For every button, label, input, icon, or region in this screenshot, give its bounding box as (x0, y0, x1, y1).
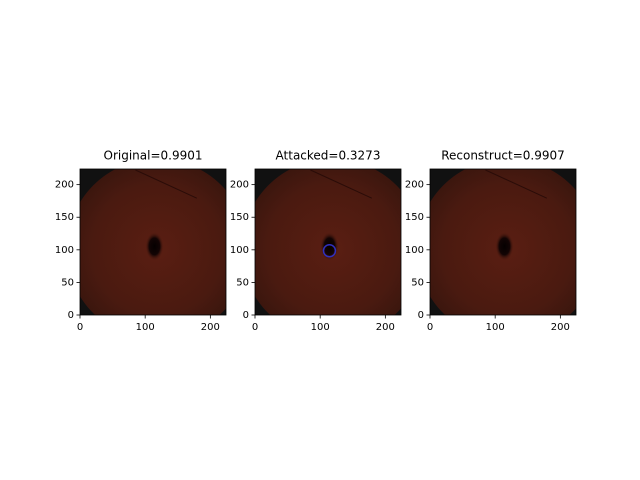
axes-title: Attacked=0.3273 (276, 149, 381, 163)
x-tick-label: 200 (201, 322, 220, 333)
y-tick-label: 100 (405, 245, 424, 256)
y-tick-label: 50 (61, 277, 74, 288)
image-hair (135, 169, 198, 199)
image (430, 169, 576, 315)
y-tick-label: 150 (55, 212, 74, 223)
y-tick-label: 0 (68, 310, 74, 321)
image (80, 169, 226, 315)
x-tick-label: 0 (427, 322, 433, 333)
x-tick-label: 0 (252, 322, 258, 333)
image-hair (485, 169, 548, 199)
y-tick-label: 0 (243, 310, 249, 321)
image-lesion (320, 232, 339, 261)
x-tick-label: 0 (77, 322, 83, 333)
x-tick-label: 200 (376, 322, 395, 333)
y-tick-label: 100 (55, 245, 74, 256)
y-tick-label: 50 (236, 277, 249, 288)
image-lesion (145, 232, 164, 261)
y-tick-label: 150 (405, 212, 424, 223)
y-tick-label: 50 (411, 277, 424, 288)
image-lesion (495, 232, 514, 261)
image (255, 169, 401, 315)
axes-frame (254, 168, 402, 316)
y-tick-label: 200 (55, 180, 74, 191)
perturbation (322, 244, 337, 258)
axes-frame (429, 168, 577, 316)
x-tick-label: 200 (551, 322, 570, 333)
y-tick-label: 200 (405, 180, 424, 191)
axes-title: Reconstruct=0.9907 (441, 149, 565, 163)
y-tick-label: 100 (230, 245, 249, 256)
y-tick-label: 0 (418, 310, 424, 321)
x-tick-label: 100 (136, 322, 155, 333)
x-tick-label: 100 (311, 322, 330, 333)
x-tick-label: 100 (486, 322, 505, 333)
y-tick-label: 200 (230, 180, 249, 191)
axes-title: Original=0.9901 (104, 149, 203, 163)
y-tick-label: 150 (230, 212, 249, 223)
image-hair (310, 169, 373, 199)
axes-frame (79, 168, 227, 316)
